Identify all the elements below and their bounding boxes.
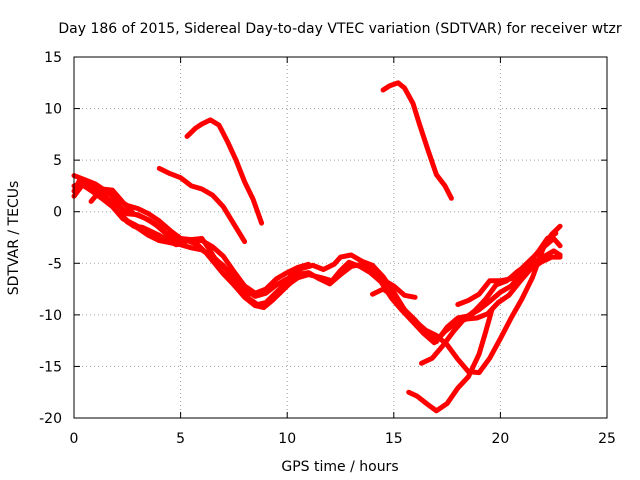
- series-line-track-8: [184, 117, 265, 226]
- y-axis-label: SDTVAR / TECUs: [6, 181, 22, 296]
- series-line-track-11: [406, 307, 495, 414]
- y-tick-label: 10: [44, 102, 62, 118]
- series-line-track-5: [97, 189, 188, 248]
- series-line-track-9: [380, 80, 454, 201]
- y-tick-label: -5: [48, 256, 62, 272]
- series-line-track-13: [455, 236, 563, 307]
- y-tick-label: 0: [53, 205, 62, 221]
- y-tick-label: 15: [44, 50, 62, 66]
- series-layer: [71, 80, 563, 414]
- x-tick-label: 20: [491, 431, 509, 447]
- chart-title: Day 186 of 2015, Sidereal Day-to-day VTE…: [58, 21, 622, 37]
- plot-frame: [73, 56, 608, 419]
- x-tick-label: 10: [278, 431, 296, 447]
- grid-layer: [74, 57, 607, 418]
- y-tick-label: -15: [39, 359, 62, 375]
- series-line-track-7: [156, 165, 248, 245]
- ticks-layer: 0 5 10 15 20 25 -20 -15 -10 -5 0 5 10 15: [39, 50, 616, 447]
- x-tick-label: 0: [70, 431, 79, 447]
- x-tick-label: 25: [598, 431, 616, 447]
- x-axis-label: GPS time / hours: [281, 459, 398, 475]
- series-line-track-6: [88, 186, 181, 239]
- y-tick-label: -10: [39, 308, 62, 324]
- y-tick-label: -20: [39, 411, 62, 427]
- y-tick-label: 5: [53, 153, 62, 169]
- x-tick-label: 5: [176, 431, 185, 447]
- series-line-track-4: [71, 173, 311, 296]
- x-tick-label: 15: [385, 431, 403, 447]
